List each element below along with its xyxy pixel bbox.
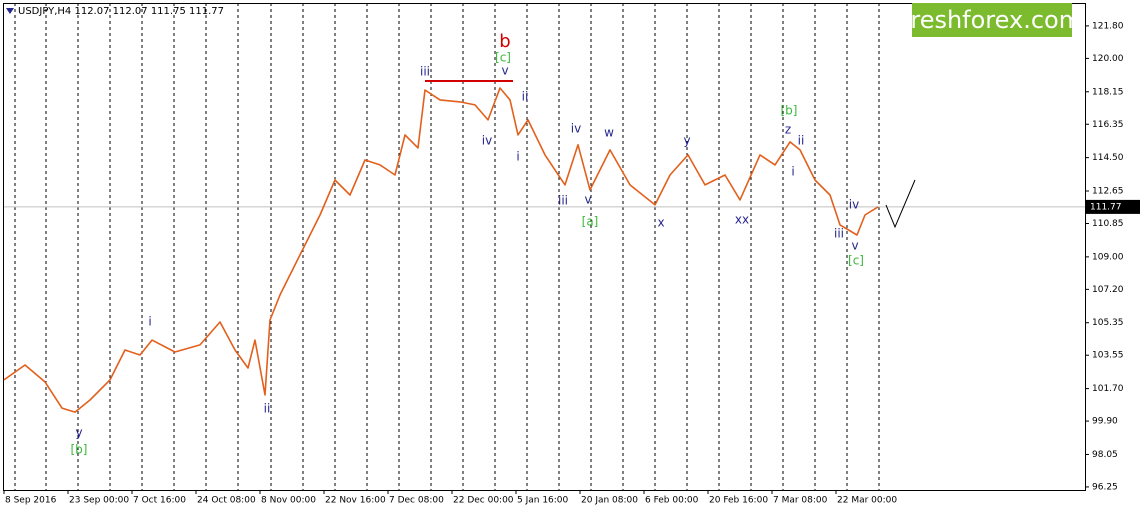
chart-title: USDJPY,H4 112.07 112.07 111.75 111.77	[18, 6, 224, 17]
x-tick-label: 8 Nov 00:00	[261, 496, 316, 506]
x-tick-label: 7 Oct 16:00	[133, 496, 186, 506]
y-tick-label: 110.85	[1092, 219, 1124, 229]
wave-label: [b]	[71, 442, 88, 456]
x-tick-label: 23 Sep 00:00	[69, 496, 129, 506]
y-tick-label: 98.05	[1092, 450, 1118, 460]
x-tick-label: 22 Mar 00:00	[837, 496, 897, 506]
x-tick-label: 8 Sep 2016	[5, 496, 57, 506]
x-tick-label: 7 Dec 08:00	[389, 496, 444, 506]
wave-label: [b]	[781, 103, 798, 117]
wave-label: w	[604, 125, 614, 139]
wave-label: iv	[571, 121, 581, 135]
x-tick-label: 5 Jan 16:00	[517, 496, 569, 506]
y-tick-label: 109.00	[1092, 252, 1124, 262]
x-tick-label: 6 Feb 00:00	[645, 496, 699, 506]
y-tick-label: 107.20	[1092, 285, 1124, 295]
wave-label: [c]	[848, 254, 864, 268]
wave-label: ii	[798, 133, 805, 147]
wave-label: y	[75, 425, 82, 439]
price-line	[3, 87, 879, 413]
current-price-label: 111.77	[1090, 202, 1122, 212]
wave-label: v	[851, 239, 858, 253]
major-wave-label: b	[499, 31, 510, 52]
y-tick-label: 120.00	[1092, 54, 1124, 64]
y-tick-label: 121.80	[1092, 21, 1124, 31]
x-tick-label: 20 Jan 08:00	[581, 496, 638, 506]
wave-label: iii	[420, 64, 430, 78]
x-tick-label: 20 Feb 16:00	[709, 496, 768, 506]
y-tick-label: 112.65	[1092, 187, 1124, 197]
projection-path	[885, 179, 916, 229]
current-price-box	[1086, 199, 1140, 214]
x-tick-label: 22 Nov 16:00	[325, 496, 386, 506]
y-tick-label: 114.50	[1092, 153, 1124, 163]
wave-label: i	[516, 149, 519, 163]
y-tick-label: 103.55	[1092, 351, 1124, 361]
y-tick-label: 101.70	[1092, 384, 1124, 394]
wave-label: v	[584, 193, 591, 207]
grid-layer	[4, 3, 1085, 490]
x-tick-label: 7 Mar 08:00	[773, 496, 828, 506]
wave-label: [a]	[582, 214, 599, 228]
wave-label: i	[148, 315, 151, 329]
y-tick-label: 116.35	[1092, 120, 1124, 130]
plot-frame	[3, 3, 1086, 491]
x-tick-label: 24 Oct 08:00	[197, 496, 256, 506]
wave-label: [c]	[495, 50, 511, 64]
wave-label: i	[791, 164, 794, 178]
y-tick-label: 99.90	[1092, 417, 1118, 427]
wave-label: x	[657, 215, 664, 229]
y-tick-label: 96.25	[1092, 482, 1118, 492]
wave-label: iv	[482, 133, 492, 147]
wave-label: z	[785, 122, 791, 136]
wave-label: iii	[834, 226, 844, 240]
wave-label: y	[683, 133, 690, 147]
symbol-icon	[6, 8, 14, 14]
wave-label: iv	[849, 197, 859, 211]
wave-label: xx	[735, 212, 749, 226]
plot-layer	[3, 79, 879, 413]
x-tick-label: 22 Dec 00:00	[453, 496, 514, 506]
y-tick-label: 118.15	[1092, 87, 1124, 97]
logo: freshforex.com	[902, 6, 1082, 34]
wave-label: ii	[522, 90, 529, 104]
y-tick-label: 105.35	[1092, 318, 1124, 328]
logo-box	[912, 3, 1072, 37]
wave-label: ii	[264, 401, 271, 415]
wave-label: v	[501, 63, 508, 77]
wave-label: iii	[558, 193, 568, 207]
